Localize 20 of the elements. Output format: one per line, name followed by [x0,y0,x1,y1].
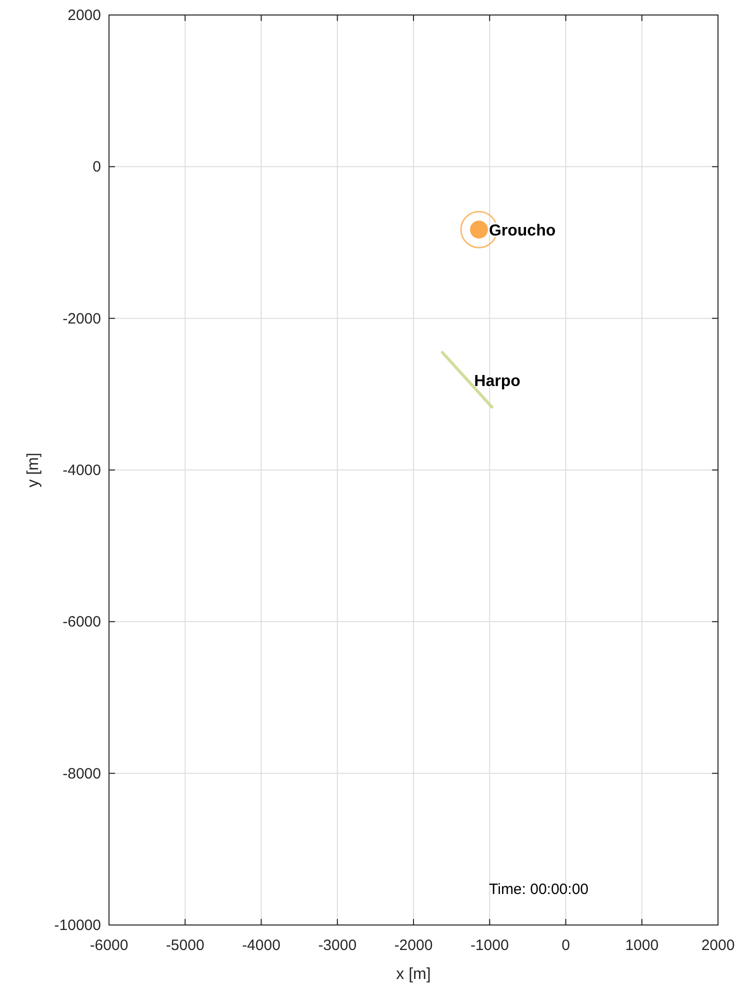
y-tick-label: -4000 [62,462,101,479]
x-tick-label: 0 [562,937,570,954]
x-tick-label: -6000 [90,937,128,954]
y-tick-label: 2000 [68,7,101,24]
x-tick-label: -3000 [318,937,357,954]
x-tick-label: -5000 [166,937,204,954]
y-tick-label: -8000 [62,765,101,782]
x-axis-title: x [m] [396,966,431,983]
y-tick-label: -10000 [54,917,101,934]
y-tick-label: 0 [92,158,101,176]
series-label: Harpo [474,372,521,390]
x-tick-label: -4000 [242,937,280,954]
y-tick-label: -6000 [62,614,101,631]
annotation: Time: 00:00:00 [489,881,588,898]
y-tick-label: -2000 [62,310,101,328]
x-tick-label: -2000 [394,937,433,954]
y-axis-title: y [m] [25,452,42,488]
x-tick-label: 1000 [625,937,659,954]
x-tick-label: -1000 [470,937,509,954]
x-tick-label: 2000 [701,937,735,954]
